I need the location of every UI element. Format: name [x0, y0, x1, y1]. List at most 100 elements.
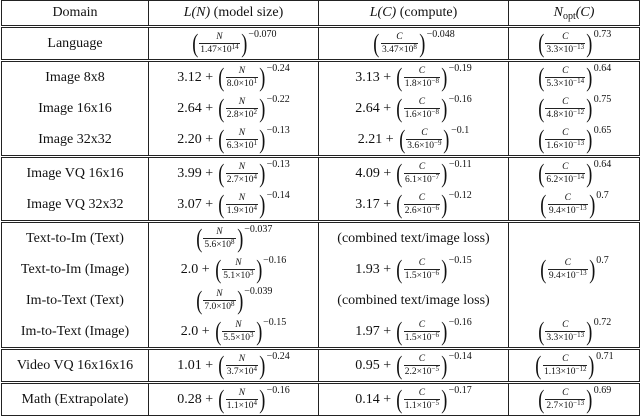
fraction: C 3.6×10−9: [406, 128, 443, 151]
table-row: Language (N 1.47×1014) −0.070 (C 3.47×108) −0.…: [1, 26, 640, 62]
formula: (C 1.6×10−13) 0.65: [537, 125, 611, 153]
fraction: C 1.6×10−13: [545, 128, 586, 151]
denominator-base: 1.13×10: [544, 366, 576, 377]
numerator: C: [545, 32, 586, 44]
fraction: C 1.5×10−6: [403, 258, 440, 281]
paren: (: [538, 384, 545, 414]
denominator-exponent: 3: [250, 330, 254, 339]
paren: ): [259, 384, 266, 414]
formula: (C 3.47×108) −0.048: [372, 28, 455, 57]
denominator-base: 2.7×10: [546, 400, 574, 411]
domain-cell: Video VQ 16x16x16: [1, 348, 149, 384]
paren: ): [441, 350, 448, 380]
paren: ): [259, 350, 266, 380]
exponent: −0.048: [426, 28, 455, 40]
coefficient: 2.0 +: [180, 323, 210, 339]
exponent: 0.73: [593, 28, 612, 40]
header-math: L(N): [183, 5, 211, 20]
denominator: 2.6×10−6: [404, 204, 440, 216]
fraction: N 5.6×108: [203, 227, 236, 250]
exponent: −0.15: [448, 254, 472, 266]
header-cell: Domain: [1, 0, 149, 28]
denominator-base: 5.1×10: [223, 270, 250, 281]
coefficient: 3.12 +: [177, 69, 214, 85]
paren: ): [259, 189, 266, 219]
paren: (: [218, 384, 225, 414]
paren: ): [441, 62, 448, 92]
denominator-exponent: −7: [431, 172, 440, 181]
denominator-exponent: −13: [573, 398, 585, 407]
denominator: 1.6×10−8: [404, 108, 440, 120]
fraction: C 6.1×10−7: [403, 162, 441, 185]
formula: (C 3.3×10−13) 0.72: [537, 317, 611, 345]
denominator-base: 2.7×10: [226, 174, 254, 185]
formula-cell: 0.28 +(N 1.1×104) −0.16: [148, 382, 319, 416]
coefficient: 1.97 +: [355, 323, 392, 339]
header-text: (model size): [213, 5, 284, 20]
denominator-exponent: −14: [573, 76, 585, 85]
exponent: −0.037: [244, 223, 273, 235]
numerator: C: [403, 97, 440, 109]
formula-cell: (C 6.2×10−14) 0.64: [508, 156, 640, 189]
formula-cell: 2.21 +(C 3.6×10−9) −0.1: [318, 124, 509, 158]
denominator-base: 1.6×10: [546, 140, 574, 151]
denominator-base: 6.1×10: [404, 174, 432, 185]
denominator-base: 1.6×10: [404, 109, 432, 120]
fraction: C 3.3×10−13: [545, 32, 586, 55]
paren: ): [586, 158, 593, 188]
paren: ): [586, 384, 593, 414]
paren: ): [259, 124, 266, 154]
denominator-exponent: 4: [253, 172, 258, 181]
numerator: C: [406, 128, 443, 140]
paren: (: [218, 158, 225, 188]
denominator: 6.3×101: [226, 139, 258, 151]
paren: ): [236, 285, 243, 315]
formula-cell: 1.93 +(C 1.5×10−6) −0.15: [318, 254, 509, 285]
domain-cell: Image VQ 16x16: [1, 156, 149, 189]
table-body: Language (N 1.47×1014) −0.070 (C 3.47×108) −0.…: [1, 26, 640, 416]
denominator: 9.4×10−13: [548, 269, 588, 281]
coefficient: 2.64 +: [177, 100, 214, 116]
formula-cell: [508, 285, 640, 316]
paren: ): [586, 28, 593, 58]
denominator-exponent: 8: [413, 42, 417, 51]
formula: (C 4.8×10−12) 0.75: [537, 93, 612, 122]
formula: (N 1.47×1014) −0.070: [191, 28, 277, 58]
denominator: 1.5×10−6: [404, 331, 440, 343]
domain-cell: Im-to-Text (Text): [1, 285, 149, 316]
formula-cell: (combined text/image loss): [318, 221, 509, 254]
paren: (: [396, 189, 403, 219]
formula: (C 2.7×10−13) 0.69: [537, 384, 612, 414]
domain-cell: Language: [1, 26, 149, 62]
header-text: (compute): [399, 5, 458, 20]
denominator-exponent: 2: [253, 107, 258, 116]
paren: ): [259, 158, 266, 188]
formula: (C 9.4×10−13) 0.7: [539, 189, 609, 219]
numerator: N: [225, 193, 258, 205]
exponent: 0.75: [593, 93, 612, 105]
denominator: 4.8×10−12: [545, 108, 585, 120]
paren: (: [191, 28, 198, 58]
paren: (: [396, 93, 403, 123]
denominator: 5.6×108: [203, 238, 235, 250]
denominator-base: 6.2×10: [546, 174, 574, 185]
formula: (C 5.3×10−14) 0.64: [537, 63, 611, 91]
formula-cell: (N 1.47×1014) −0.070: [148, 26, 319, 62]
numerator: N: [225, 97, 258, 109]
numerator: C: [380, 32, 418, 44]
formula: 2.21 +(C 3.6×10−9) −0.1: [358, 125, 470, 153]
denominator-base: 3.3×10: [546, 44, 574, 55]
denominator-exponent: 1: [253, 76, 258, 85]
exponent: 0.69: [593, 384, 612, 396]
exponent: −0.14: [448, 350, 472, 362]
denominator: 5.3×10−14: [545, 76, 585, 89]
formula-cell: (C 2.7×10−13) 0.69: [508, 382, 640, 416]
denominator-exponent: 4: [253, 203, 258, 212]
coefficient: 0.95 +: [355, 357, 392, 373]
paren: ): [240, 28, 248, 58]
denominator-base: 1.47×10: [200, 44, 232, 55]
table-row: Math (Extrapolate) 0.28 +(N 1.1×104) −0.16 0…: [1, 382, 640, 416]
formula: (C 9.4×10−13) 0.7: [539, 255, 609, 283]
exponent: 0.7: [596, 189, 609, 201]
paren: ): [588, 189, 595, 219]
